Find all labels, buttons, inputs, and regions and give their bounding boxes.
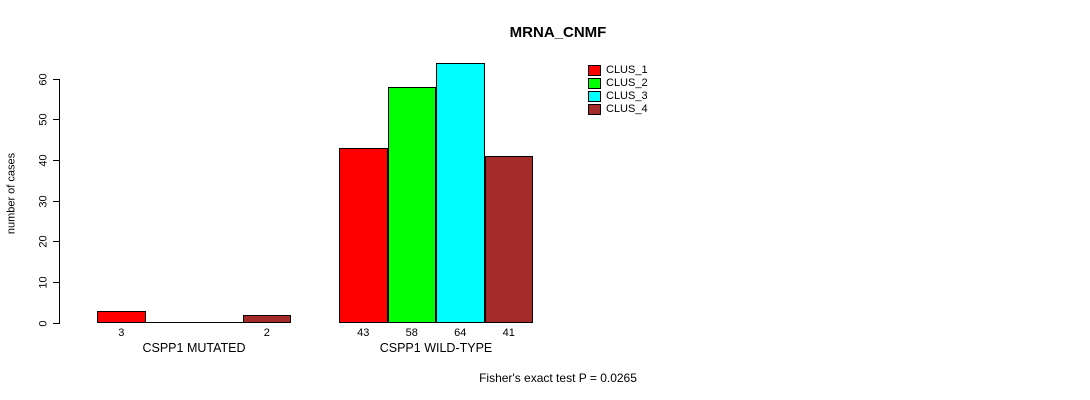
y-tick	[53, 200, 59, 202]
legend-label: CLUS_4	[606, 103, 648, 115]
legend-swatch	[588, 91, 601, 102]
y-tick-label: 0	[37, 319, 50, 327]
footer-note: Fisher's exact test P = 0.0265	[479, 371, 637, 385]
y-tick-label: 20	[37, 235, 50, 248]
chart-title: MRNA_CNMF	[509, 24, 607, 41]
legend-label: CLUS_1	[606, 64, 648, 76]
y-tick	[53, 78, 59, 80]
bar	[436, 62, 485, 323]
y-tick-label: 50	[37, 113, 50, 126]
y-tick	[53, 241, 59, 243]
bar-value-label: 2	[263, 327, 270, 339]
y-tick	[53, 159, 59, 161]
legend-item: CLUS_1	[588, 65, 648, 76]
bar	[339, 148, 388, 323]
bar	[484, 156, 533, 323]
bar	[242, 314, 291, 323]
y-tick-label: 60	[37, 72, 50, 86]
y-axis-line	[59, 79, 60, 324]
y-tick-label: 30	[37, 194, 50, 208]
y-axis-label: number of cases	[5, 152, 18, 235]
legend-swatch	[588, 65, 601, 76]
legend-item: CLUS_3	[588, 91, 648, 102]
legend-item: CLUS_4	[588, 104, 648, 115]
bar-zero	[194, 322, 243, 323]
group-label: CSPP1 WILD-TYPE	[379, 341, 493, 355]
legend-item: CLUS_2	[588, 78, 648, 89]
legend-label: CLUS_2	[606, 77, 648, 89]
y-tick-label: 10	[37, 276, 50, 289]
y-tick-label: 40	[37, 154, 50, 167]
y-tick	[53, 322, 59, 324]
legend-swatch	[588, 78, 601, 89]
bar-zero	[145, 322, 194, 323]
group-label: CSPP1 MUTATED	[142, 341, 246, 355]
bar-value-label: 3	[118, 327, 125, 339]
bar-value-label: 41	[502, 327, 515, 339]
bar-value-label: 64	[454, 327, 467, 339]
bar-value-label: 43	[357, 327, 370, 339]
y-tick	[53, 119, 59, 121]
y-tick	[53, 281, 59, 283]
bar	[387, 87, 436, 323]
bar-value-label: 58	[405, 327, 418, 339]
legend-label: CLUS_3	[606, 90, 648, 102]
bar	[97, 310, 146, 323]
legend-swatch	[588, 104, 601, 115]
